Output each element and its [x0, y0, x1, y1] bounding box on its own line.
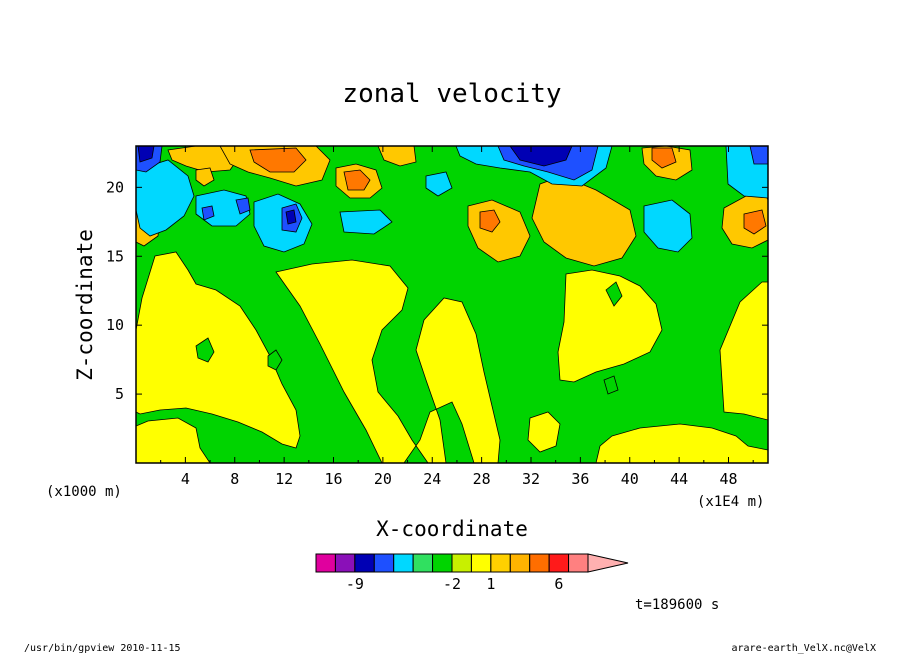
colorbar-box: [490, 553, 511, 573]
strong-negative-region: [201, 205, 215, 221]
field-regions: [136, 146, 768, 463]
footer-right: arare-earth_VelX.nc@VelX: [732, 643, 877, 654]
positive-region: [595, 423, 768, 463]
strong-positive-region: [531, 175, 637, 267]
positive-region: [136, 251, 301, 449]
x-tick-label: 4: [181, 470, 190, 488]
colorbar-box: [548, 553, 570, 573]
colorbar-box: [373, 553, 395, 573]
x-unit-label: (x1E4 m): [697, 494, 764, 510]
x-tick-label: 8: [230, 470, 239, 488]
negative-region: [643, 199, 693, 253]
peak-positive-region: [743, 209, 767, 235]
positive-region: [557, 269, 663, 383]
x-axis-label: X-coordinate: [376, 517, 528, 541]
near-zero-patch: [267, 349, 283, 371]
negative-region: [425, 171, 453, 197]
negative-region: [136, 159, 195, 237]
time-label: t=189600 s: [635, 597, 719, 613]
colorbar-box: [393, 553, 414, 573]
x-tick-label: 44: [670, 470, 688, 488]
velocity-field: [136, 146, 768, 463]
plot-frame: [135, 145, 769, 464]
positive-region: [527, 411, 561, 453]
near-zero-patch: [605, 281, 623, 307]
peak-positive-region: [249, 147, 307, 173]
y-tick-label: 5: [115, 385, 124, 403]
strong-negative-region: [235, 197, 251, 215]
chart-title: zonal velocity: [342, 79, 561, 109]
negative-region: [339, 209, 393, 235]
peak-negative-region: [285, 209, 297, 225]
colorbar-box: [354, 553, 375, 573]
colorbar-box: [529, 553, 550, 573]
footer-left: /usr/bin/gpview 2010-11-15: [24, 643, 181, 654]
x-tick-label: 40: [621, 470, 639, 488]
colorbar-box: [451, 553, 472, 573]
x-tick-label: 28: [473, 470, 491, 488]
positive-region: [719, 281, 768, 421]
colorbar-box: [509, 553, 531, 573]
colorbar-tick-label: 6: [554, 575, 563, 593]
x-tick-label: 36: [571, 470, 589, 488]
peak-positive-region: [651, 147, 677, 169]
colorbar-box: [315, 553, 336, 573]
x-tick-label: 32: [522, 470, 540, 488]
colorbar-tick-label: 1: [486, 575, 495, 593]
near-zero-patch: [195, 337, 215, 363]
colorbar-extension: [587, 553, 629, 573]
colorbar: -9 -2 1 6: [315, 553, 629, 593]
x-tick-label: 48: [719, 470, 737, 488]
strong-positive-region: [167, 146, 241, 173]
colorbar-box: [412, 553, 434, 573]
x-tick-label: 20: [374, 470, 392, 488]
x-tick-label: 12: [275, 470, 293, 488]
peak-negative-region: [509, 146, 573, 167]
x-tick-label: 24: [423, 470, 441, 488]
peak-negative-region: [137, 146, 155, 163]
strong-positive-region: [377, 146, 417, 167]
y-tick-label: 15: [106, 247, 124, 265]
y-unit-label: (x1000 m): [46, 484, 122, 500]
colorbar-tick-label: -2: [443, 575, 461, 593]
positive-region: [275, 259, 501, 463]
peak-positive-region: [343, 169, 371, 191]
y-tick-label: 10: [106, 316, 124, 334]
colorbar-box: [470, 553, 492, 573]
peak-positive-region: [479, 209, 501, 233]
x-axis: 4 8 12 16 20 24 28 32 36 40 44 48: [160, 146, 754, 488]
colorbar-box: [334, 553, 356, 573]
colorbar-box: [568, 553, 589, 573]
strong-negative-region: [749, 146, 768, 165]
y-axis: 5 10 15 20: [106, 178, 768, 403]
colorbar-tick-label: -9: [346, 575, 364, 593]
strong-positive-region: [195, 167, 215, 187]
colorbar-box: [432, 553, 453, 573]
y-tick-label: 20: [106, 178, 124, 196]
x-tick-label: 16: [324, 470, 342, 488]
y-axis-label: Z-coordinate: [73, 229, 97, 381]
positive-region: [136, 417, 211, 463]
near-zero-patch: [603, 375, 619, 395]
